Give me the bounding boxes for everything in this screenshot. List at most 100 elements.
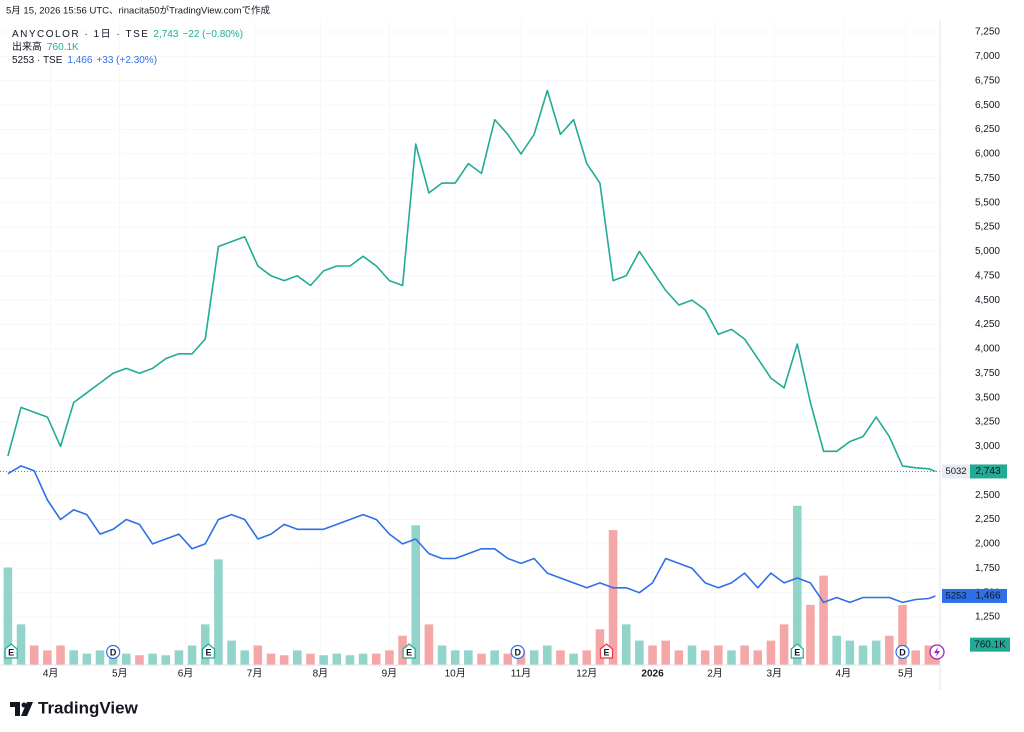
volume-bar — [161, 655, 171, 665]
y-tick-label: 5,500 — [975, 197, 1000, 208]
volume-bar — [306, 653, 315, 665]
event-marker — [599, 643, 614, 659]
volume-bar — [279, 655, 289, 665]
volume-bar — [29, 645, 39, 665]
volume-bar — [411, 525, 421, 665]
badge-label: 2,743 — [975, 466, 1000, 477]
volume-bar — [635, 640, 644, 665]
volume-bar — [714, 645, 723, 665]
volume-bar — [477, 653, 486, 665]
event-label: E — [8, 647, 14, 657]
y-tick-label: 6,500 — [975, 100, 1000, 111]
volume-bar — [569, 653, 578, 665]
volume-bar — [464, 650, 473, 665]
event-marker — [510, 644, 525, 660]
legend-change: −22 (−0.80%) — [182, 29, 243, 40]
volume-bar — [766, 640, 776, 665]
volume-bar — [43, 650, 52, 665]
volume-bar — [556, 650, 565, 665]
icon-bolt — [934, 647, 940, 657]
y-tick-label: 4,250 — [975, 319, 1000, 330]
x-tick-label: 10月 — [445, 668, 466, 680]
y-tick-label: 6,000 — [975, 149, 1000, 160]
y-tick-label: 1,250 — [975, 612, 1000, 623]
legend-name: 出来高 — [12, 40, 42, 53]
x-tick-label: 7月 — [247, 668, 263, 680]
y-tick-label: 2,250 — [975, 514, 1000, 525]
volume-bar — [385, 650, 394, 665]
volume-bar — [135, 655, 144, 665]
volume-bar — [174, 650, 184, 665]
badge-symbol: 5253 — [945, 590, 966, 601]
event-label: E — [603, 647, 609, 657]
volume-bar — [437, 645, 447, 665]
event-marker — [790, 643, 804, 659]
y-tick-label: 3,250 — [975, 417, 1000, 428]
volume-bar — [450, 650, 460, 665]
volume-bar — [819, 575, 828, 665]
legend-change: +33 (+2.30%) — [96, 55, 157, 66]
y-tick-label: 4,000 — [975, 344, 1000, 355]
badge-bg — [970, 588, 1007, 603]
volume-bar — [845, 640, 855, 665]
price-lines — [0, 89, 940, 604]
badge-symbol-bg — [942, 464, 970, 479]
x-tick-label: 3月 — [766, 668, 782, 680]
x-tick-label: 9月 — [382, 668, 398, 680]
price-line — [7, 89, 936, 473]
x-tick-label: 4月 — [43, 668, 59, 680]
volume-bar — [424, 624, 434, 665]
volume-bar — [529, 650, 539, 665]
event-label: D — [110, 647, 117, 657]
badge-bg — [970, 464, 1007, 479]
volume-bar — [95, 650, 105, 665]
x-tick-label: 4月 — [836, 668, 852, 680]
volume-bar — [293, 650, 302, 665]
volume-bar — [648, 645, 657, 665]
y-tick-label: 7,000 — [975, 51, 1000, 62]
volume-bar — [240, 650, 249, 665]
x-tick-label: 2026 — [641, 669, 664, 680]
volume-bar — [187, 645, 197, 665]
volume-bar — [108, 655, 118, 665]
volume-bar — [858, 645, 868, 665]
volume-bar — [608, 530, 618, 665]
event-label: E — [206, 647, 212, 657]
x-tick-label: 5月 — [898, 668, 914, 680]
volume-bar — [3, 567, 13, 665]
caption: 5月 15, 2026 15:56 UTC、rinacita50がTrading… — [6, 5, 271, 17]
volume-bar — [371, 653, 381, 665]
volume-bar — [779, 624, 789, 665]
axes: 1,2501,5001,7502,0002,2502,5002,7503,000… — [4, 27, 1010, 680]
legend-name: 5253 · TSE — [12, 55, 63, 66]
volume-bar — [898, 604, 907, 665]
volume-bar — [911, 650, 920, 665]
volume-bar — [595, 629, 605, 665]
volume-bar — [358, 653, 368, 665]
lightning-icon[interactable] — [929, 644, 945, 660]
y-tick-label: 5,750 — [975, 173, 1000, 184]
volume-bar — [727, 650, 736, 665]
volume-bar — [56, 645, 65, 665]
badge-label: 1,466 — [975, 591, 1000, 602]
x-tick-label: 11月 — [511, 668, 531, 680]
badge-symbol-bg — [942, 588, 970, 603]
x-tick-label: 8月 — [313, 668, 329, 680]
event-marker — [106, 644, 121, 660]
volume-bars — [3, 505, 940, 665]
y-tick-label: 3,000 — [975, 441, 1000, 452]
brand-logo[interactable]: TradingView — [10, 698, 139, 717]
volume-bar — [490, 650, 499, 665]
y-tick-label: 2,000 — [975, 539, 1000, 550]
volume-bar — [661, 640, 670, 665]
event-label: D — [514, 647, 521, 657]
x-tick-label: 5月 — [112, 668, 128, 680]
volume-bar — [885, 635, 894, 665]
legend-2: 出来高 760.1K — [12, 40, 79, 53]
y-tick-label: 2,500 — [975, 490, 1000, 501]
volume-bar — [806, 604, 815, 665]
y-tick-label: 7,250 — [975, 27, 1000, 38]
event-label: D — [899, 647, 906, 657]
event-marker — [895, 644, 910, 660]
